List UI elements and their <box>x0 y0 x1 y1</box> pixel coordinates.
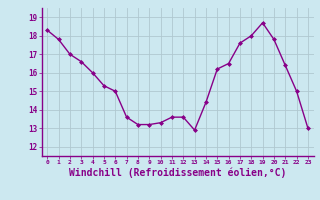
X-axis label: Windchill (Refroidissement éolien,°C): Windchill (Refroidissement éolien,°C) <box>69 168 286 178</box>
